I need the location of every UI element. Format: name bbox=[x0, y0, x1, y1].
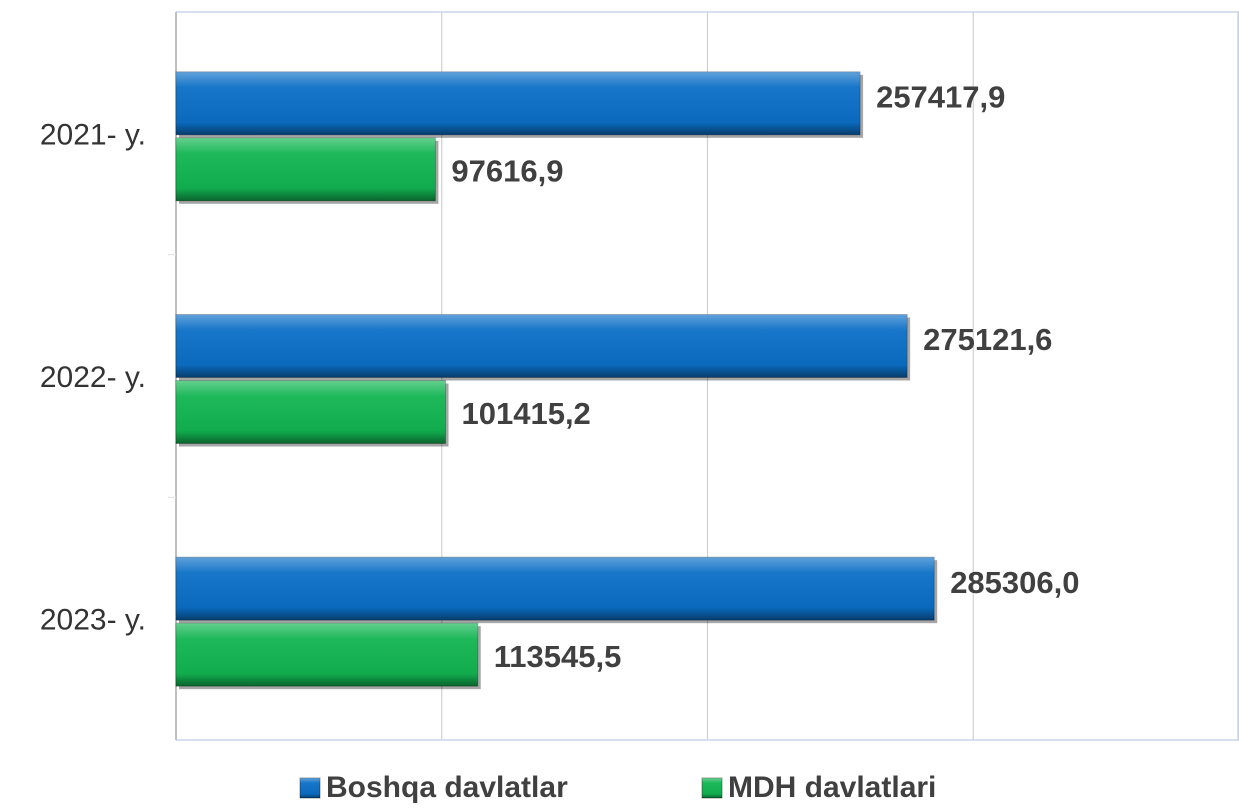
value-label: 257417,9 bbox=[876, 80, 1005, 115]
value-label: 101415,2 bbox=[462, 396, 591, 431]
bar-shine bbox=[176, 557, 935, 621]
bar-shine bbox=[176, 314, 908, 378]
legend-swatch-shine bbox=[702, 778, 722, 798]
value-label: 97616,9 bbox=[451, 154, 563, 189]
bar-shine bbox=[176, 137, 436, 201]
y-tick-label: 2023- y. bbox=[40, 604, 146, 637]
legend-label: Boshqa davlatlar bbox=[326, 771, 568, 804]
bar-shine bbox=[176, 71, 861, 135]
legend-swatch-shine bbox=[300, 778, 320, 798]
value-label: 275121,6 bbox=[923, 322, 1052, 357]
y-tick-label: 2022- y. bbox=[40, 361, 146, 394]
bar-shine bbox=[176, 380, 446, 444]
bar-shine bbox=[176, 623, 478, 687]
value-label: 113545,5 bbox=[494, 639, 622, 674]
y-tick-label: 2021- y. bbox=[40, 118, 146, 151]
legend-label: MDH davlatlari bbox=[728, 771, 936, 804]
value-label: 285306,0 bbox=[950, 565, 1079, 600]
